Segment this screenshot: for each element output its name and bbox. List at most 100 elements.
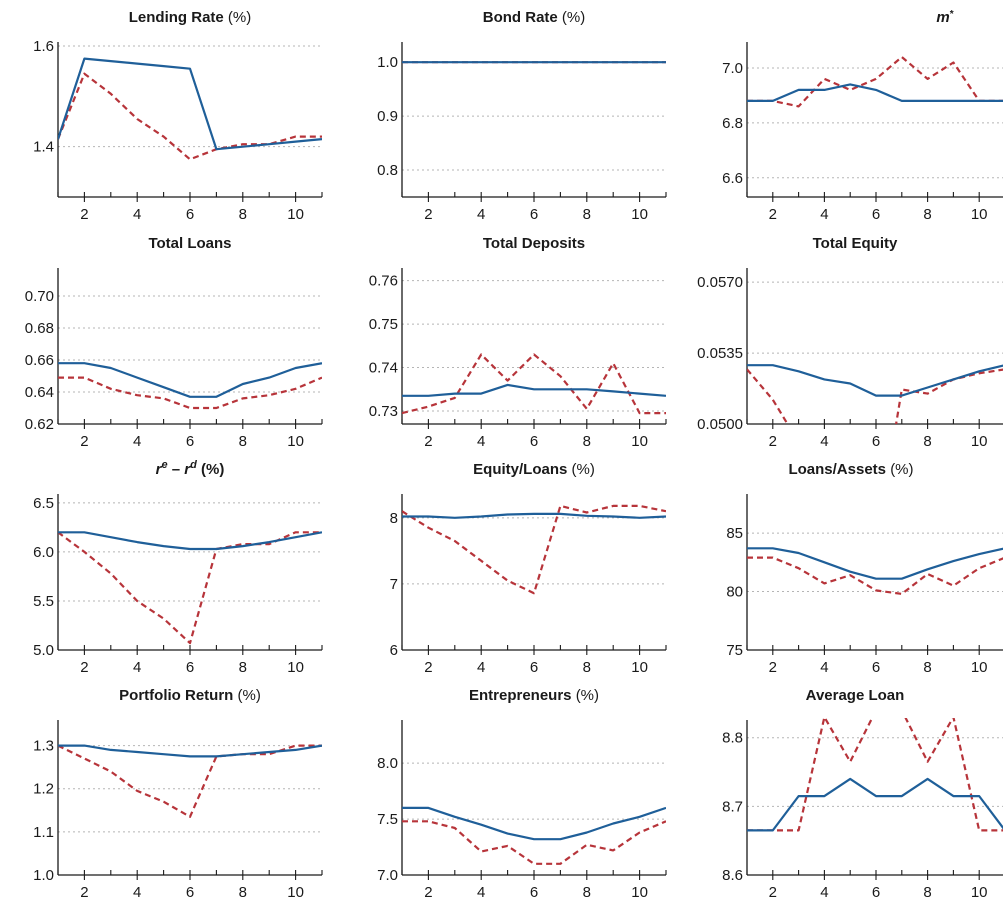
x-tick-label: 8 <box>583 206 591 223</box>
dashed-series-line <box>402 353 666 415</box>
y-tick-label: 6.6 <box>722 170 743 187</box>
y-tick-label: 0.0570 <box>697 274 743 291</box>
x-tick-label: 4 <box>477 206 485 223</box>
solid-series-line <box>747 364 1003 397</box>
x-tick-label: 6 <box>872 433 880 450</box>
x-tick-label: 2 <box>424 659 432 676</box>
solid-series-line <box>58 531 322 551</box>
y-tick-label: 6 <box>390 642 398 659</box>
x-tick-label: 4 <box>133 884 141 901</box>
y-tick-label: 1.2 <box>33 781 54 798</box>
panel-6: Total Equity 0.0500 0.0535 0.0570 2 4 6 8 10 <box>697 235 1003 450</box>
panel-5: Total Deposits 0.73 0.74 0.75 0.76 2 4 6 8 10 <box>369 235 667 450</box>
x-tick-label: 8 <box>239 659 247 676</box>
x-tick-label: 8 <box>239 433 247 450</box>
x-tick-label: 2 <box>424 206 432 223</box>
y-tick-label: 8.7 <box>722 798 743 815</box>
dashed-series-line <box>402 820 666 865</box>
panel-title: Total Equity <box>813 235 898 252</box>
x-tick-label: 2 <box>769 433 777 450</box>
panel-title: Total Deposits <box>483 235 585 252</box>
solid-series-line <box>402 512 666 519</box>
dashed-series-line <box>58 376 322 410</box>
x-tick-label: 4 <box>477 659 485 676</box>
y-tick-label: 8.8 <box>722 730 743 747</box>
y-tick-label: 75 <box>726 642 743 659</box>
x-tick-label: 8 <box>583 433 591 450</box>
y-tick-label: 0.68 <box>25 320 54 337</box>
x-tick-label: 6 <box>186 659 194 676</box>
x-tick-label: 2 <box>424 433 432 450</box>
x-tick-label: 6 <box>530 433 538 450</box>
dashed-series-line <box>747 55 1003 108</box>
x-tick-label: 2 <box>80 884 88 901</box>
y-tick-label: 0.74 <box>369 360 398 377</box>
x-tick-label: 4 <box>133 206 141 223</box>
x-tick-label: 6 <box>186 433 194 450</box>
y-tick-label: 80 <box>726 584 743 601</box>
x-tick-label: 4 <box>477 884 485 901</box>
x-tick-label: 8 <box>923 433 931 450</box>
panel-9: Loans/Assets (%) 75 80 85 2 4 6 8 10 <box>726 461 1003 676</box>
y-tick-label: 0.75 <box>369 316 398 333</box>
x-tick-label: 2 <box>80 206 88 223</box>
x-tick-label: 6 <box>872 659 880 676</box>
dashed-series-line <box>58 72 322 161</box>
panel-title: Total Loans <box>148 235 231 252</box>
x-tick-label: 4 <box>820 884 828 901</box>
panel-title: Loans/Assets (%) <box>788 461 913 478</box>
x-tick-label: 2 <box>769 206 777 223</box>
solid-series-line <box>58 362 322 398</box>
dashed-series-line <box>747 556 1003 596</box>
y-tick-label: 1.6 <box>33 38 54 55</box>
y-tick-label: 0.66 <box>25 352 54 369</box>
y-tick-label: 0.64 <box>25 384 54 401</box>
x-tick-label: 10 <box>287 884 304 901</box>
y-tick-label: 1.0 <box>377 54 398 71</box>
panel-10: Portfolio Return (%) 1.0 1.1 1.2 1.3 2 4 6 8 10 <box>33 687 323 901</box>
x-tick-label: 8 <box>583 659 591 676</box>
panel-title: Equity/Loans (%) <box>473 461 595 478</box>
y-tick-label: 0.73 <box>369 403 398 420</box>
x-tick-label: 6 <box>872 206 880 223</box>
panel-title: Entrepreneurs (%) <box>469 687 599 704</box>
y-tick-label: 1.4 <box>33 139 54 156</box>
y-tick-label: 5.5 <box>33 593 54 610</box>
panel-1: Lending Rate (%) 1.4 1.6 2 4 6 8 10 <box>33 9 323 223</box>
x-tick-label: 8 <box>239 206 247 223</box>
dashed-series-line <box>747 718 1003 832</box>
panel-title: Lending Rate (%) <box>129 9 252 26</box>
panel-2: Bond Rate (%) 0.8 0.9 1.0 2 4 6 8 10 <box>377 9 667 223</box>
panel-8: Equity/Loans (%) 6 7 8 2 4 6 8 10 <box>390 461 667 676</box>
y-tick-label: 1.3 <box>33 738 54 755</box>
x-tick-label: 10 <box>287 206 304 223</box>
x-tick-label: 10 <box>287 659 304 676</box>
y-tick-label: 8.6 <box>722 867 743 884</box>
x-tick-label: 6 <box>530 884 538 901</box>
x-tick-label: 10 <box>631 206 648 223</box>
x-tick-label: 2 <box>769 884 777 901</box>
dashed-series-line <box>58 744 322 818</box>
x-tick-label: 10 <box>971 433 988 450</box>
x-tick-label: 10 <box>631 433 648 450</box>
x-tick-label: 8 <box>923 659 931 676</box>
y-tick-label: 1.0 <box>33 867 54 884</box>
y-tick-label: 0.9 <box>377 108 398 125</box>
x-tick-label: 2 <box>769 659 777 676</box>
x-tick-label: 4 <box>133 659 141 676</box>
x-tick-label: 8 <box>583 884 591 901</box>
y-tick-label: 0.62 <box>25 416 54 433</box>
x-tick-label: 8 <box>923 884 931 901</box>
solid-series-line <box>58 744 322 758</box>
x-tick-label: 4 <box>133 433 141 450</box>
x-tick-label: 4 <box>820 433 828 450</box>
x-tick-label: 10 <box>631 659 648 676</box>
panel-title: re – rd (%) <box>156 459 225 478</box>
y-tick-label: 0.0535 <box>697 345 743 362</box>
x-tick-label: 10 <box>287 433 304 450</box>
dashed-series-line <box>402 504 666 595</box>
x-tick-label: 10 <box>971 206 988 223</box>
x-tick-label: 8 <box>923 206 931 223</box>
y-tick-label: 6.5 <box>33 495 54 512</box>
